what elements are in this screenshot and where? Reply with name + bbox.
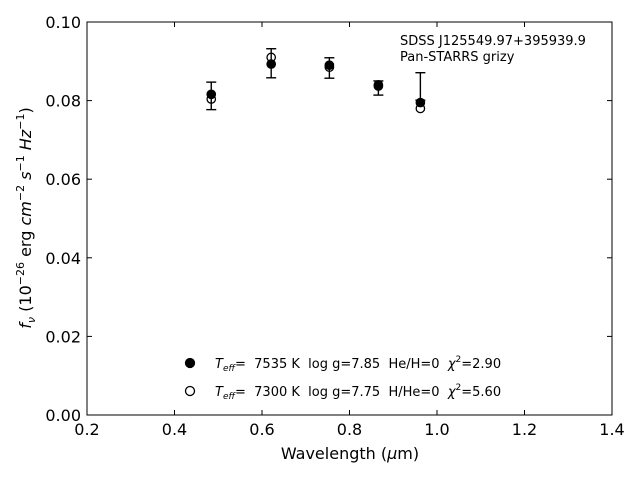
y-tick-label: 0.00	[45, 406, 81, 425]
y-tick-label: 0.06	[45, 170, 81, 189]
x-tick-label: 1.2	[512, 420, 537, 439]
x-tick-label: 0.2	[74, 420, 99, 439]
y-tick-label: 0.10	[45, 13, 81, 32]
x-tick-label: 1.4	[599, 420, 624, 439]
legend: Teff= 7535 K log g=7.85 He/H=0 χ2=2.90 T…	[184, 355, 501, 402]
x-axis-ticks: 0.2 0.4 0.6 0.8 1.0 1.2 1.4	[74, 22, 625, 439]
y-axis-label: fν (10−26 erg cm−2 s−1 Hz−1)	[14, 107, 38, 328]
filled-point	[373, 80, 384, 90]
legend-entry-1: Teff= 7535 K log g=7.85 He/H=0 χ2=2.90	[215, 355, 501, 374]
x-tick-label: 1.0	[424, 420, 449, 439]
error-bars	[206, 48, 426, 111]
legend-entry-2: Teff= 7300 K log g=7.75 H/He=0 χ2=5.60	[215, 383, 501, 402]
legend-marker-filled	[184, 357, 196, 369]
filled-point	[415, 97, 426, 108]
data-points	[206, 52, 426, 114]
x-tick-label: 0.4	[162, 420, 187, 439]
x-axis-label: Wavelength (μm)	[281, 444, 419, 463]
y-tick-label: 0.02	[45, 327, 81, 346]
legend-marker-open	[184, 385, 196, 397]
annotation-filter-set: Pan-STARRS grizy	[400, 50, 515, 65]
filled-point	[266, 59, 277, 69]
y-tick-label: 0.04	[45, 249, 81, 268]
annotation-object-name: SDSS J125549.97+395939.9	[400, 34, 586, 49]
filled-point	[206, 89, 217, 100]
x-tick-label: 0.6	[249, 420, 274, 439]
y-axis-ticks: 0.00 0.02 0.04 0.06 0.08 0.10	[45, 13, 612, 425]
x-tick-label: 0.8	[337, 420, 362, 439]
y-tick-label: 0.08	[45, 92, 81, 111]
filled-point	[324, 60, 335, 71]
